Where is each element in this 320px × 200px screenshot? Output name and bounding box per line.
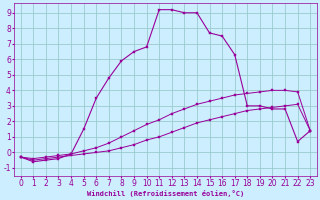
X-axis label: Windchill (Refroidissement éolien,°C): Windchill (Refroidissement éolien,°C) [87,190,244,197]
